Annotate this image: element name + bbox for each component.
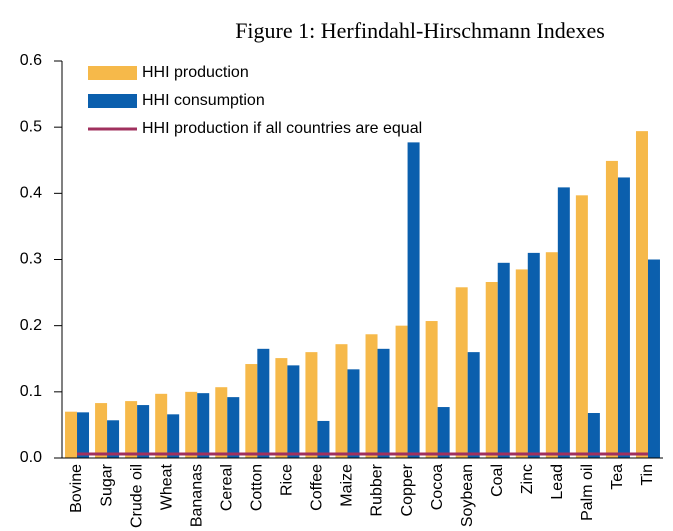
bar [107, 420, 120, 458]
x-tick-label: Rubber [369, 463, 386, 516]
bar [335, 344, 348, 458]
y-tick-label: 0.3 [20, 251, 42, 268]
bar [197, 393, 210, 458]
bar [137, 405, 150, 458]
bar [467, 352, 480, 458]
bar [317, 420, 330, 458]
x-tick-label: Copper [399, 463, 416, 516]
x-tick-label: Wheat [158, 463, 175, 510]
bar [287, 365, 300, 458]
x-tick-label: Sugar [98, 463, 115, 506]
x-tick-label: Soybean [459, 464, 476, 527]
bar [425, 321, 438, 458]
x-tick-label: Coal [489, 464, 506, 497]
bar [275, 358, 288, 458]
y-tick-label: 0.0 [20, 449, 42, 466]
bar [635, 131, 648, 459]
x-tick-label: Coffee [309, 464, 326, 511]
bar [575, 195, 588, 458]
bar [155, 393, 168, 458]
x-tick-label: Palm oil [579, 464, 596, 521]
bar [455, 287, 468, 458]
x-tick-label: Tin [639, 464, 656, 486]
x-tick-label: Crude oil [128, 464, 145, 528]
x-tick-label: Cotton [249, 464, 266, 511]
legend-swatch [88, 66, 137, 80]
x-tick-label: Rice [279, 464, 296, 496]
bar [545, 252, 558, 458]
bar [95, 403, 108, 458]
chart-title: Figure 1: Herfindahl-Hirschmann Indexes [235, 18, 605, 43]
x-tick-label: Bananas [188, 464, 205, 527]
bar [215, 387, 228, 458]
bar [125, 401, 138, 458]
bar [485, 281, 498, 458]
bar [377, 348, 390, 458]
y-tick-label: 0.1 [20, 383, 42, 400]
x-tick-label: Maize [339, 464, 356, 507]
bar [347, 369, 360, 458]
bar [305, 352, 318, 458]
bar [407, 142, 420, 458]
x-tick-label: Bovine [68, 464, 85, 513]
y-tick-label: 0.5 [20, 118, 42, 135]
bar [605, 160, 618, 458]
bar [557, 187, 570, 458]
x-tick-label: Tea [609, 464, 626, 490]
x-tick-label: Zinc [519, 464, 536, 494]
bar [65, 411, 78, 458]
bar [617, 177, 630, 458]
bar [185, 391, 198, 458]
legend-label: HHI production [142, 64, 249, 81]
bar [515, 269, 528, 458]
bar [527, 252, 540, 458]
y-tick-label: 0.4 [20, 185, 42, 202]
x-tick-label: Cocoa [429, 464, 446, 510]
bar [437, 407, 450, 458]
bar [227, 397, 240, 458]
bar [245, 364, 258, 458]
legend-swatch [88, 94, 137, 108]
x-tick-label: Lead [549, 464, 566, 500]
bar [167, 414, 180, 458]
legend-label: HHI consumption [142, 92, 265, 109]
bar [77, 412, 90, 458]
x-tick-label: Cereal [218, 464, 235, 511]
bar [257, 348, 270, 458]
y-tick-label: 0.6 [20, 52, 42, 69]
bar [647, 259, 660, 458]
bar [587, 413, 600, 458]
bar [395, 325, 408, 458]
bar [365, 334, 378, 458]
legend-label: HHI production if all countries are equa… [142, 120, 422, 137]
bar [497, 262, 510, 458]
y-tick-label: 0.2 [20, 317, 42, 334]
